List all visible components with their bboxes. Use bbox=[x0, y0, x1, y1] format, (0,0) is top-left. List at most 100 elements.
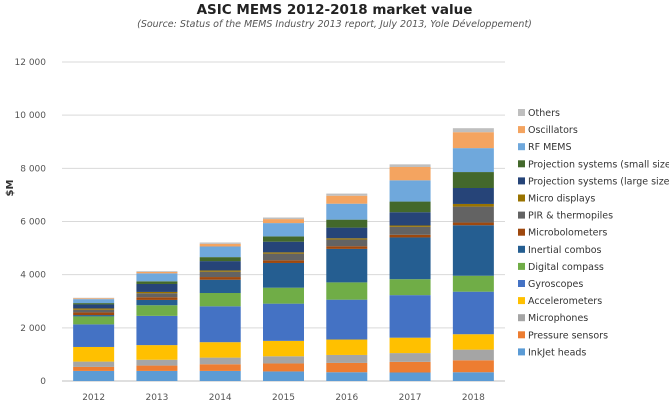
bar-segment[interactable] bbox=[263, 236, 304, 242]
bar-segment[interactable] bbox=[389, 164, 431, 168]
bar-segment[interactable] bbox=[73, 312, 115, 316]
bar-segment[interactable] bbox=[452, 188, 494, 204]
bar-segment[interactable] bbox=[263, 252, 304, 254]
bar-segment[interactable] bbox=[136, 359, 178, 366]
bar-segment[interactable] bbox=[73, 308, 115, 310]
bar-segment[interactable] bbox=[263, 223, 304, 237]
bar-segment[interactable] bbox=[199, 306, 241, 343]
bar-segment[interactable] bbox=[389, 212, 431, 226]
bar-segment[interactable] bbox=[73, 361, 115, 367]
bar-segment[interactable] bbox=[73, 370, 115, 381]
bar-segment[interactable] bbox=[136, 370, 178, 381]
bar-segment[interactable] bbox=[199, 293, 241, 307]
bar-segment[interactable] bbox=[452, 360, 494, 373]
bar-segment[interactable] bbox=[199, 271, 241, 278]
bar-segment[interactable] bbox=[136, 315, 178, 346]
bar-segment[interactable] bbox=[199, 246, 241, 258]
bar-segment[interactable] bbox=[326, 299, 368, 340]
bar-segment[interactable] bbox=[136, 291, 178, 294]
bar-segment[interactable] bbox=[73, 304, 115, 309]
bar-segment[interactable] bbox=[452, 275, 494, 292]
bar-segment[interactable] bbox=[73, 366, 115, 371]
bar-segment[interactable] bbox=[263, 363, 304, 372]
bar-segment[interactable] bbox=[326, 362, 368, 373]
bar-segment[interactable] bbox=[263, 262, 304, 288]
bar-segment[interactable] bbox=[389, 361, 431, 373]
bar-segment[interactable] bbox=[73, 346, 115, 362]
bar-segment[interactable] bbox=[73, 316, 115, 325]
bar-segment[interactable] bbox=[326, 227, 368, 239]
bar-segment[interactable] bbox=[136, 293, 178, 298]
bar-segment[interactable] bbox=[263, 356, 304, 364]
bar-segment[interactable] bbox=[199, 370, 241, 381]
bar-segment[interactable] bbox=[263, 260, 304, 263]
bar-segment[interactable] bbox=[452, 206, 494, 223]
bar-segment[interactable] bbox=[136, 272, 178, 274]
bar-segment[interactable] bbox=[136, 345, 178, 360]
bar-segment[interactable] bbox=[452, 148, 494, 173]
bar-segment[interactable] bbox=[263, 303, 304, 341]
bar-segment[interactable] bbox=[73, 324, 115, 347]
bar-segment[interactable] bbox=[326, 219, 368, 228]
bar-segment[interactable] bbox=[389, 372, 431, 381]
bar-segment[interactable] bbox=[452, 203, 494, 207]
bar-segment[interactable] bbox=[452, 172, 494, 189]
bar-segment[interactable] bbox=[452, 222, 494, 226]
bar-segment[interactable] bbox=[136, 299, 178, 306]
bar-segment[interactable] bbox=[389, 201, 431, 213]
bar-segment[interactable] bbox=[263, 241, 304, 253]
bar-segment[interactable] bbox=[389, 167, 431, 181]
bar-segment[interactable] bbox=[389, 225, 431, 227]
bar-segment[interactable] bbox=[136, 305, 178, 316]
bar-segment[interactable] bbox=[452, 132, 494, 149]
bar-segment[interactable] bbox=[263, 287, 304, 304]
bar-segment[interactable] bbox=[73, 309, 115, 313]
bar-segment[interactable] bbox=[326, 203, 368, 220]
bar-segment[interactable] bbox=[389, 226, 431, 235]
bar-segment[interactable] bbox=[452, 291, 494, 335]
bar-segment[interactable] bbox=[263, 253, 304, 261]
bar-segment[interactable] bbox=[326, 239, 368, 247]
bar-segment[interactable] bbox=[389, 337, 431, 354]
bar-segment[interactable] bbox=[389, 353, 431, 362]
bar-segment[interactable] bbox=[326, 246, 368, 249]
bar-segment[interactable] bbox=[326, 195, 368, 204]
bar-segment[interactable] bbox=[199, 257, 241, 262]
bar-segment[interactable] bbox=[199, 357, 241, 365]
bar-segment[interactable] bbox=[199, 342, 241, 358]
bar-segment[interactable] bbox=[326, 282, 368, 300]
bar-segment[interactable] bbox=[136, 271, 178, 273]
bar-segment[interactable] bbox=[389, 279, 431, 296]
bar-segment[interactable] bbox=[136, 365, 178, 371]
bar-segment[interactable] bbox=[263, 217, 304, 220]
bar-segment[interactable] bbox=[326, 238, 368, 240]
bar-segment[interactable] bbox=[326, 372, 368, 381]
bar-segment[interactable] bbox=[452, 372, 494, 381]
bar-segment[interactable] bbox=[199, 261, 241, 271]
bar-segment[interactable] bbox=[199, 243, 241, 247]
bar-segment[interactable] bbox=[199, 364, 241, 371]
bar-segment[interactable] bbox=[73, 297, 115, 299]
bar-segment[interactable] bbox=[73, 303, 115, 305]
bar-segment[interactable] bbox=[73, 298, 115, 300]
bar-segment[interactable] bbox=[452, 225, 494, 276]
bar-segment[interactable] bbox=[73, 299, 115, 304]
bar-segment[interactable] bbox=[389, 295, 431, 338]
bar-segment[interactable] bbox=[263, 371, 304, 381]
bar-segment[interactable] bbox=[452, 334, 494, 350]
bar-segment[interactable] bbox=[389, 234, 431, 238]
bar-segment[interactable] bbox=[326, 354, 368, 363]
bar-segment[interactable] bbox=[389, 237, 431, 280]
bar-segment[interactable] bbox=[199, 242, 241, 244]
bar-segment[interactable] bbox=[452, 128, 494, 133]
bar-segment[interactable] bbox=[452, 349, 494, 361]
bar-segment[interactable] bbox=[326, 339, 368, 355]
bar-segment[interactable] bbox=[326, 248, 368, 283]
bar-segment[interactable] bbox=[136, 273, 178, 282]
bar-segment[interactable] bbox=[263, 340, 304, 357]
bar-segment[interactable] bbox=[136, 283, 178, 292]
bar-segment[interactable] bbox=[199, 270, 241, 272]
bar-segment[interactable] bbox=[73, 315, 115, 317]
bar-segment[interactable] bbox=[199, 277, 241, 280]
bar-segment[interactable] bbox=[136, 297, 178, 300]
